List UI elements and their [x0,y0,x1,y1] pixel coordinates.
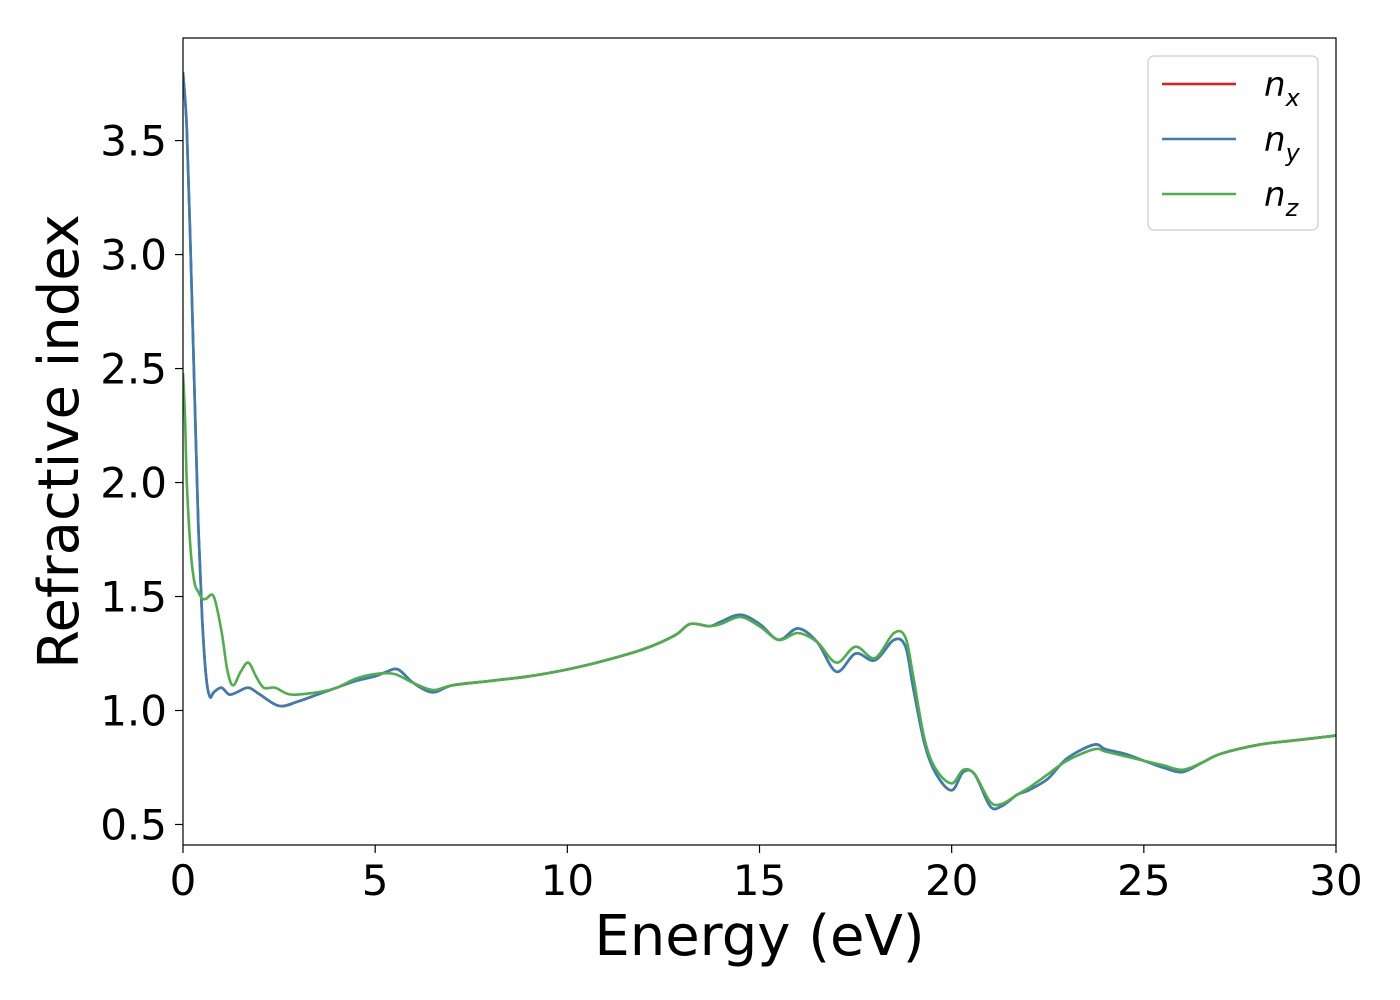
y-tick-label: 0.5 [100,800,167,849]
x-tick-label: 5 [362,856,389,905]
y-tick-label: 1.0 [100,687,167,736]
y-tick-label: 3.5 [100,117,167,166]
y-tick-label: 2.5 [100,345,167,394]
series-line-nz [183,373,1336,807]
y-tick-label: 2.0 [100,459,167,508]
y-axis-label: Refractive index [27,214,92,669]
legend-subscript: y [1285,139,1301,167]
y-tick-label: 1.5 [100,573,167,622]
x-tick-label: 10 [541,856,594,905]
x-tick-label: 15 [733,856,786,905]
x-tick-label: 0 [170,856,197,905]
x-axis: 0 5 10 15 20 25 30 [170,845,1363,905]
x-tick-label: 25 [1117,856,1170,905]
x-tick-label: 30 [1309,856,1362,905]
x-axis-label: Energy (eV) [594,904,924,969]
legend-box [1147,55,1319,231]
y-axis: 0.5 1.0 1.5 2.0 2.5 3.0 3.5 [100,117,183,849]
legend-subscript: z [1285,194,1300,222]
series-layer [183,72,1336,811]
x-tick-label: 20 [925,856,978,905]
y-tick-label: 3.0 [100,231,167,280]
legend-subscript: x [1285,84,1301,112]
